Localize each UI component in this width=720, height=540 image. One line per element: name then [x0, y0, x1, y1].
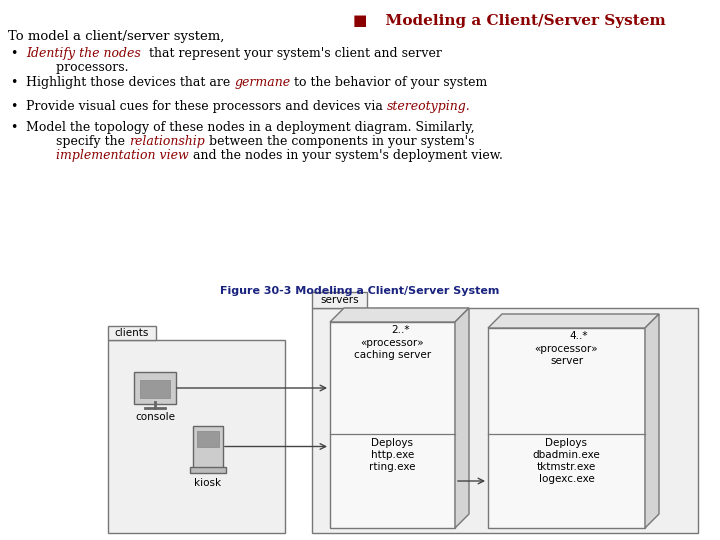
- Text: dbadmin.exe: dbadmin.exe: [533, 450, 600, 460]
- Text: http.exe: http.exe: [371, 450, 414, 460]
- Text: and the nodes in your system's deployment view.: and the nodes in your system's deploymen…: [189, 149, 503, 162]
- Polygon shape: [645, 314, 659, 528]
- FancyBboxPatch shape: [190, 467, 226, 472]
- Text: Deploys: Deploys: [372, 438, 413, 448]
- Text: servers: servers: [320, 295, 359, 305]
- Text: •: •: [10, 47, 17, 60]
- FancyBboxPatch shape: [140, 380, 170, 398]
- Polygon shape: [455, 308, 469, 528]
- Text: «processor»: «processor»: [361, 338, 424, 348]
- FancyBboxPatch shape: [312, 292, 367, 308]
- Text: kiosk: kiosk: [194, 478, 222, 489]
- Text: «processor»: «processor»: [535, 344, 598, 354]
- Text: Figure 30-3 Modeling a Client/Server System: Figure 30-3 Modeling a Client/Server Sys…: [220, 286, 500, 296]
- FancyBboxPatch shape: [312, 308, 698, 533]
- Text: stereotyping.: stereotyping.: [387, 100, 471, 113]
- Text: germane: germane: [234, 76, 290, 89]
- Text: Highlight those devices that are: Highlight those devices that are: [26, 76, 234, 89]
- FancyBboxPatch shape: [108, 340, 285, 533]
- FancyBboxPatch shape: [330, 322, 455, 528]
- Text: logexc.exe: logexc.exe: [539, 474, 595, 484]
- Text: ■: ■: [353, 14, 367, 28]
- FancyBboxPatch shape: [193, 426, 223, 468]
- Text: processors.: processors.: [40, 61, 128, 74]
- Text: implementation view: implementation view: [56, 149, 189, 162]
- Text: To model a client/server system,: To model a client/server system,: [8, 30, 225, 43]
- FancyBboxPatch shape: [197, 430, 219, 447]
- FancyBboxPatch shape: [488, 328, 645, 528]
- Text: Deploys: Deploys: [546, 438, 588, 448]
- Text: 2..*: 2..*: [391, 325, 410, 335]
- Text: Provide visual cues for these processors and devices via: Provide visual cues for these processors…: [26, 100, 387, 113]
- Text: between the components in your system's: between the components in your system's: [204, 135, 474, 148]
- Polygon shape: [330, 308, 469, 322]
- Text: specify the: specify the: [40, 135, 129, 148]
- Text: Identify the nodes: Identify the nodes: [26, 47, 140, 60]
- Text: to the behavior of your system: to the behavior of your system: [290, 76, 487, 89]
- Text: •: •: [10, 76, 17, 89]
- Polygon shape: [488, 314, 659, 328]
- Text: Model the topology of these nodes in a deployment diagram. Similarly,: Model the topology of these nodes in a d…: [26, 121, 474, 134]
- Text: server: server: [550, 356, 583, 366]
- Text: caching server: caching server: [354, 350, 431, 360]
- Text: rting.exe: rting.exe: [369, 462, 415, 472]
- Text: •: •: [10, 121, 17, 134]
- Text: Modeling a Client/Server System: Modeling a Client/Server System: [375, 14, 666, 28]
- Text: relationship: relationship: [129, 135, 204, 148]
- Text: tktmstr.exe: tktmstr.exe: [537, 462, 596, 472]
- Text: 4..*: 4..*: [570, 331, 588, 341]
- Text: that represent your system's client and server: that represent your system's client and …: [140, 47, 441, 60]
- FancyBboxPatch shape: [134, 372, 176, 404]
- Text: •: •: [10, 100, 17, 113]
- FancyBboxPatch shape: [108, 326, 156, 340]
- Text: clients: clients: [114, 328, 149, 338]
- Text: console: console: [135, 412, 175, 422]
